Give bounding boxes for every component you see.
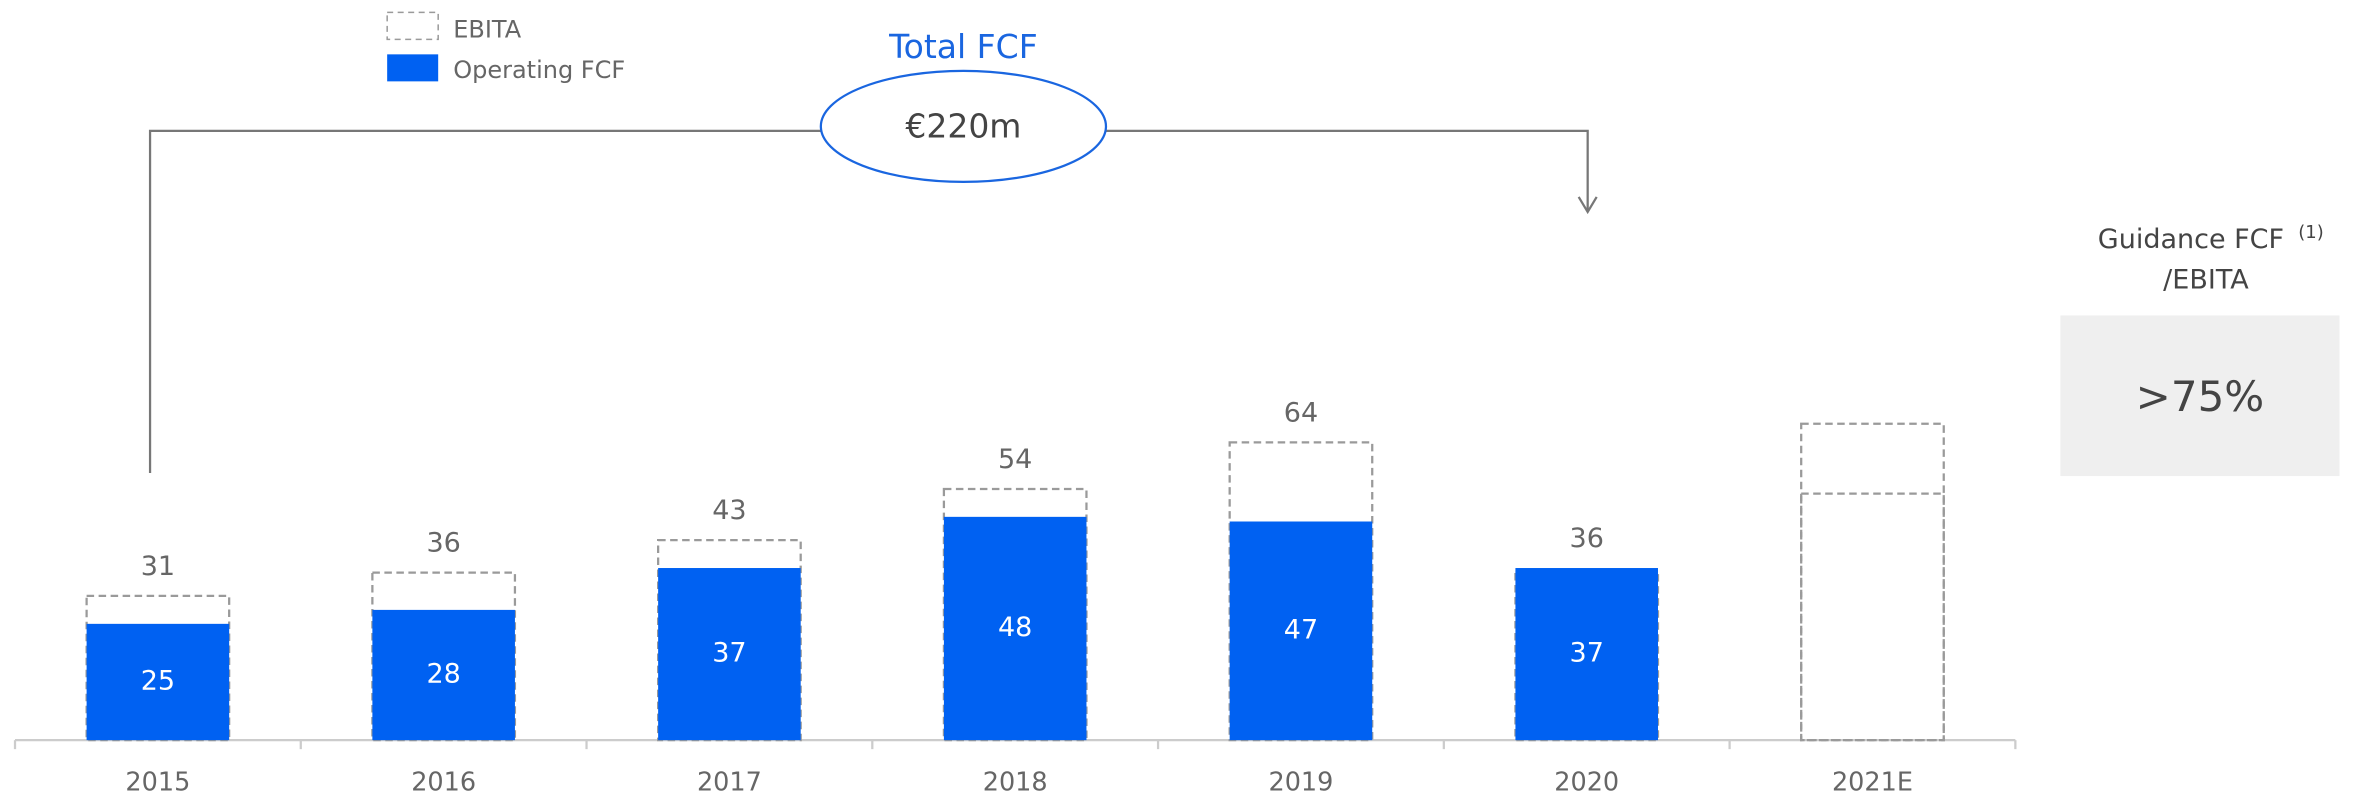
total-fcf-ellipse	[819, 69, 1108, 184]
bar	[1229, 521, 1373, 741]
legend-swatch-ebita	[386, 11, 439, 41]
guidance-box	[2060, 315, 2340, 477]
bar	[1800, 492, 1945, 742]
value-label: 43	[712, 495, 746, 526]
legend-label: Operating FCF	[453, 56, 625, 84]
value-label: 36	[426, 528, 460, 559]
value-label: 37	[712, 638, 746, 669]
value-label: 31	[141, 551, 175, 582]
value-label: 47	[1284, 614, 1318, 645]
total-fcf-title: Total FCF	[888, 27, 1038, 66]
x-tick-label: 2017	[697, 768, 762, 798]
guidance-value: >75%	[2136, 372, 2265, 421]
x-tick-label: 2019	[1268, 768, 1333, 798]
value-label: 36	[1570, 523, 1604, 554]
bracket-line	[148, 129, 821, 474]
x-tick-label: 2020	[1554, 768, 1619, 798]
bar	[86, 623, 230, 741]
value-label: 48	[998, 612, 1032, 643]
guidance-footnote: (1)	[2298, 222, 2324, 243]
x-tick-label: 2018	[983, 768, 1048, 798]
bar	[372, 609, 515, 741]
value-label: 37	[1570, 638, 1604, 669]
guidance-label: /EBITA	[2163, 264, 2249, 295]
legend-swatch-fcf	[387, 54, 439, 82]
legend-label: EBITA	[453, 15, 522, 43]
bar	[943, 516, 1087, 741]
bracket-line	[1105, 129, 1589, 211]
value-label: 54	[998, 444, 1032, 475]
arrow-head	[1577, 196, 1598, 215]
x-tick-label: 2015	[125, 768, 190, 798]
value-label: 28	[426, 659, 460, 690]
bar	[658, 568, 801, 741]
guidance-label: Guidance FCF	[2098, 224, 2284, 255]
value-label: 64	[1284, 397, 1318, 428]
total-fcf-value: €220m	[905, 106, 1021, 145]
value-label: 25	[141, 665, 175, 696]
x-tick-label: 2016	[411, 768, 476, 798]
bar	[1515, 568, 1658, 741]
x-tick-label: 2021E	[1832, 768, 1913, 798]
bar	[1800, 422, 1945, 742]
